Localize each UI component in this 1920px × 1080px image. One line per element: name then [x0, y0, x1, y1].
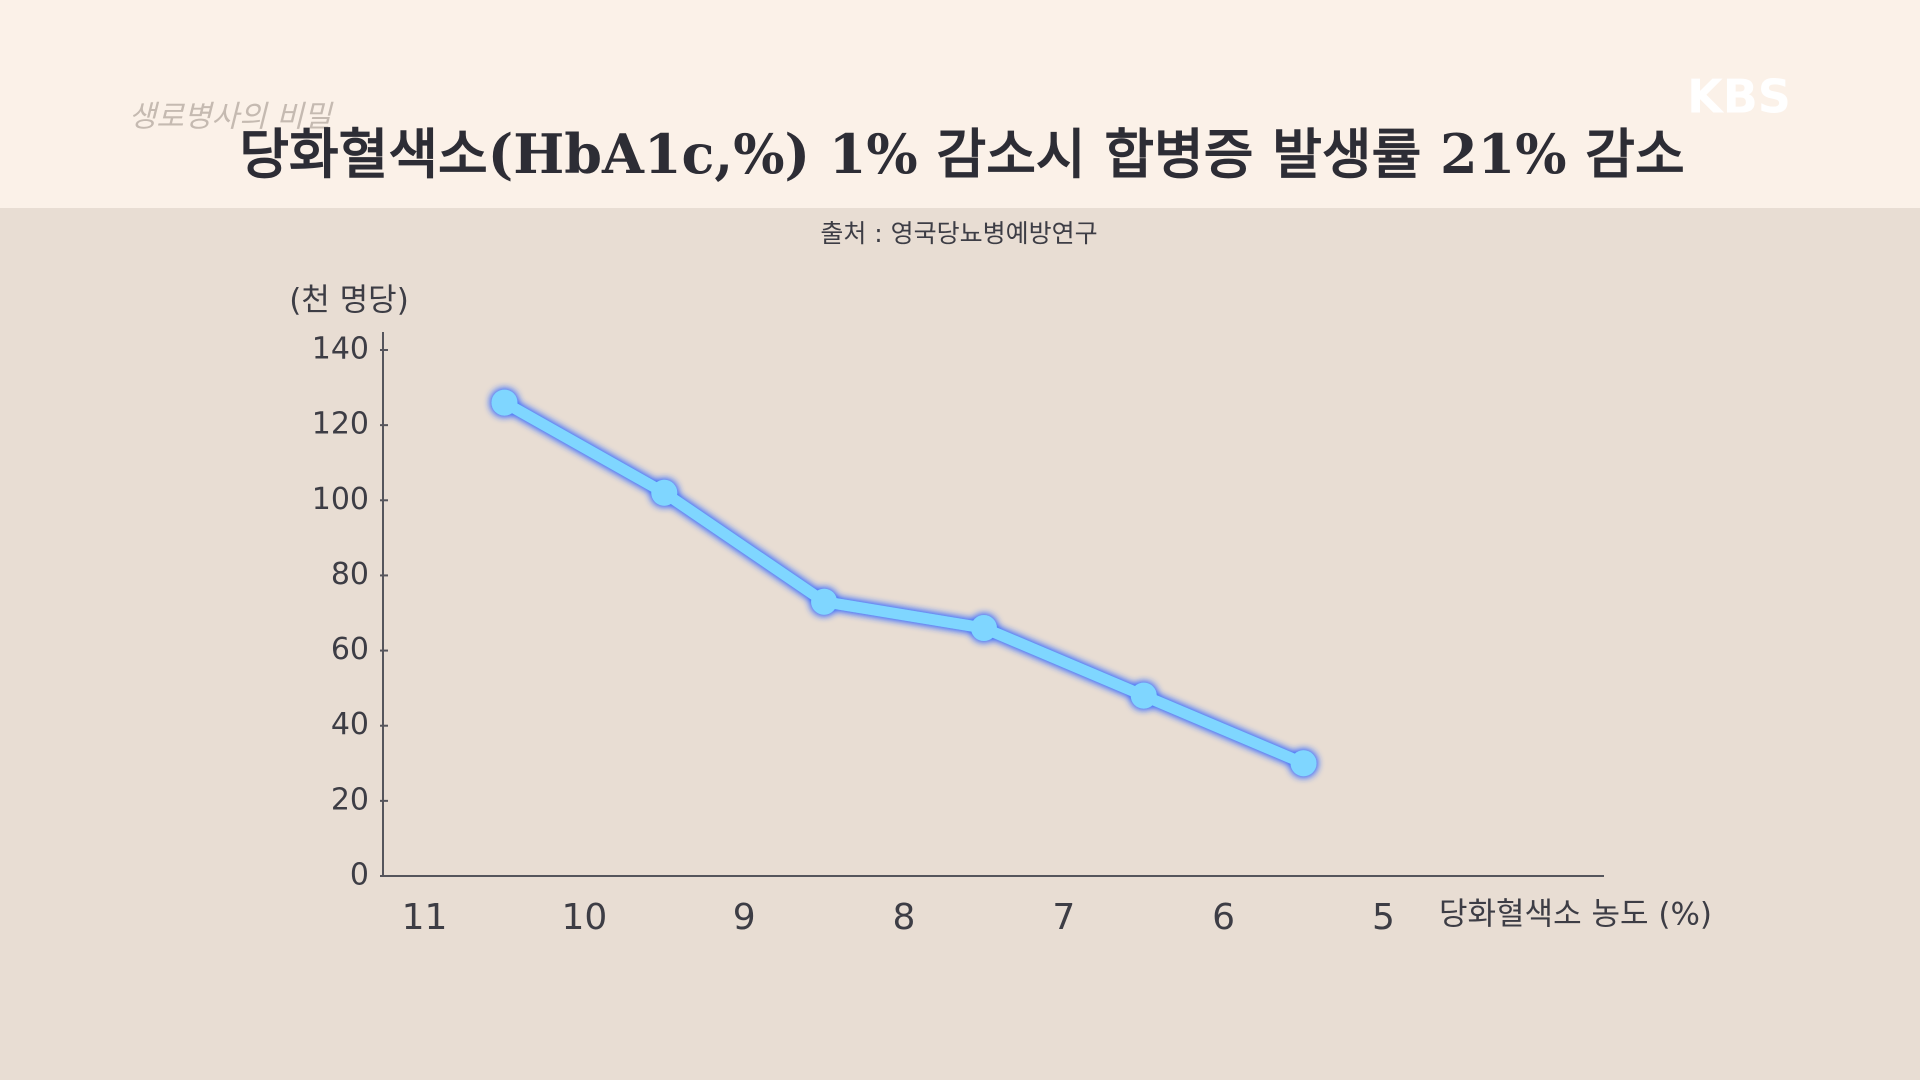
y-tick-label: 0: [350, 858, 369, 893]
y-tick-label: 20: [331, 782, 369, 817]
x-tick-label: 10: [561, 897, 607, 938]
y-tick-label: 60: [331, 632, 369, 667]
y-tick-label: 140: [312, 332, 369, 367]
data-point: [1290, 750, 1317, 777]
x-tick-label: 11: [402, 897, 448, 938]
y-tick-label: 120: [312, 407, 369, 442]
x-tick-label: 5: [1372, 897, 1395, 938]
x-tick-label: 7: [1052, 897, 1075, 938]
x-tick-label: 6: [1212, 897, 1235, 938]
logo: KBS: [1687, 70, 1791, 124]
data-point: [1130, 682, 1157, 709]
y-axis-label: (천 명당): [289, 283, 409, 319]
data-point: [970, 615, 997, 642]
data-point: [491, 389, 518, 416]
x-axis-label: 당화혈색소 농도 (%): [1439, 897, 1712, 933]
data-point: [651, 479, 678, 506]
x-tick-label: 8: [893, 897, 916, 938]
y-tick-label: 40: [331, 707, 369, 742]
y-tick-label: 100: [312, 482, 369, 517]
chart-title: 당화혈색소(HbA1c,%) 1% 감소시 합병증 발생률 21% 감소: [239, 122, 1684, 186]
y-tick-label: 80: [331, 557, 369, 592]
program-watermark: 생로병사의 비밀: [129, 100, 334, 135]
series: [491, 389, 1317, 777]
x-tick-label: 9: [733, 897, 756, 938]
data-line: [498, 397, 1310, 769]
chart-subtitle: 출처 : 영국당뇨병예방연구: [820, 219, 1097, 248]
data-point: [811, 588, 838, 615]
header-band: [0, 0, 1920, 208]
